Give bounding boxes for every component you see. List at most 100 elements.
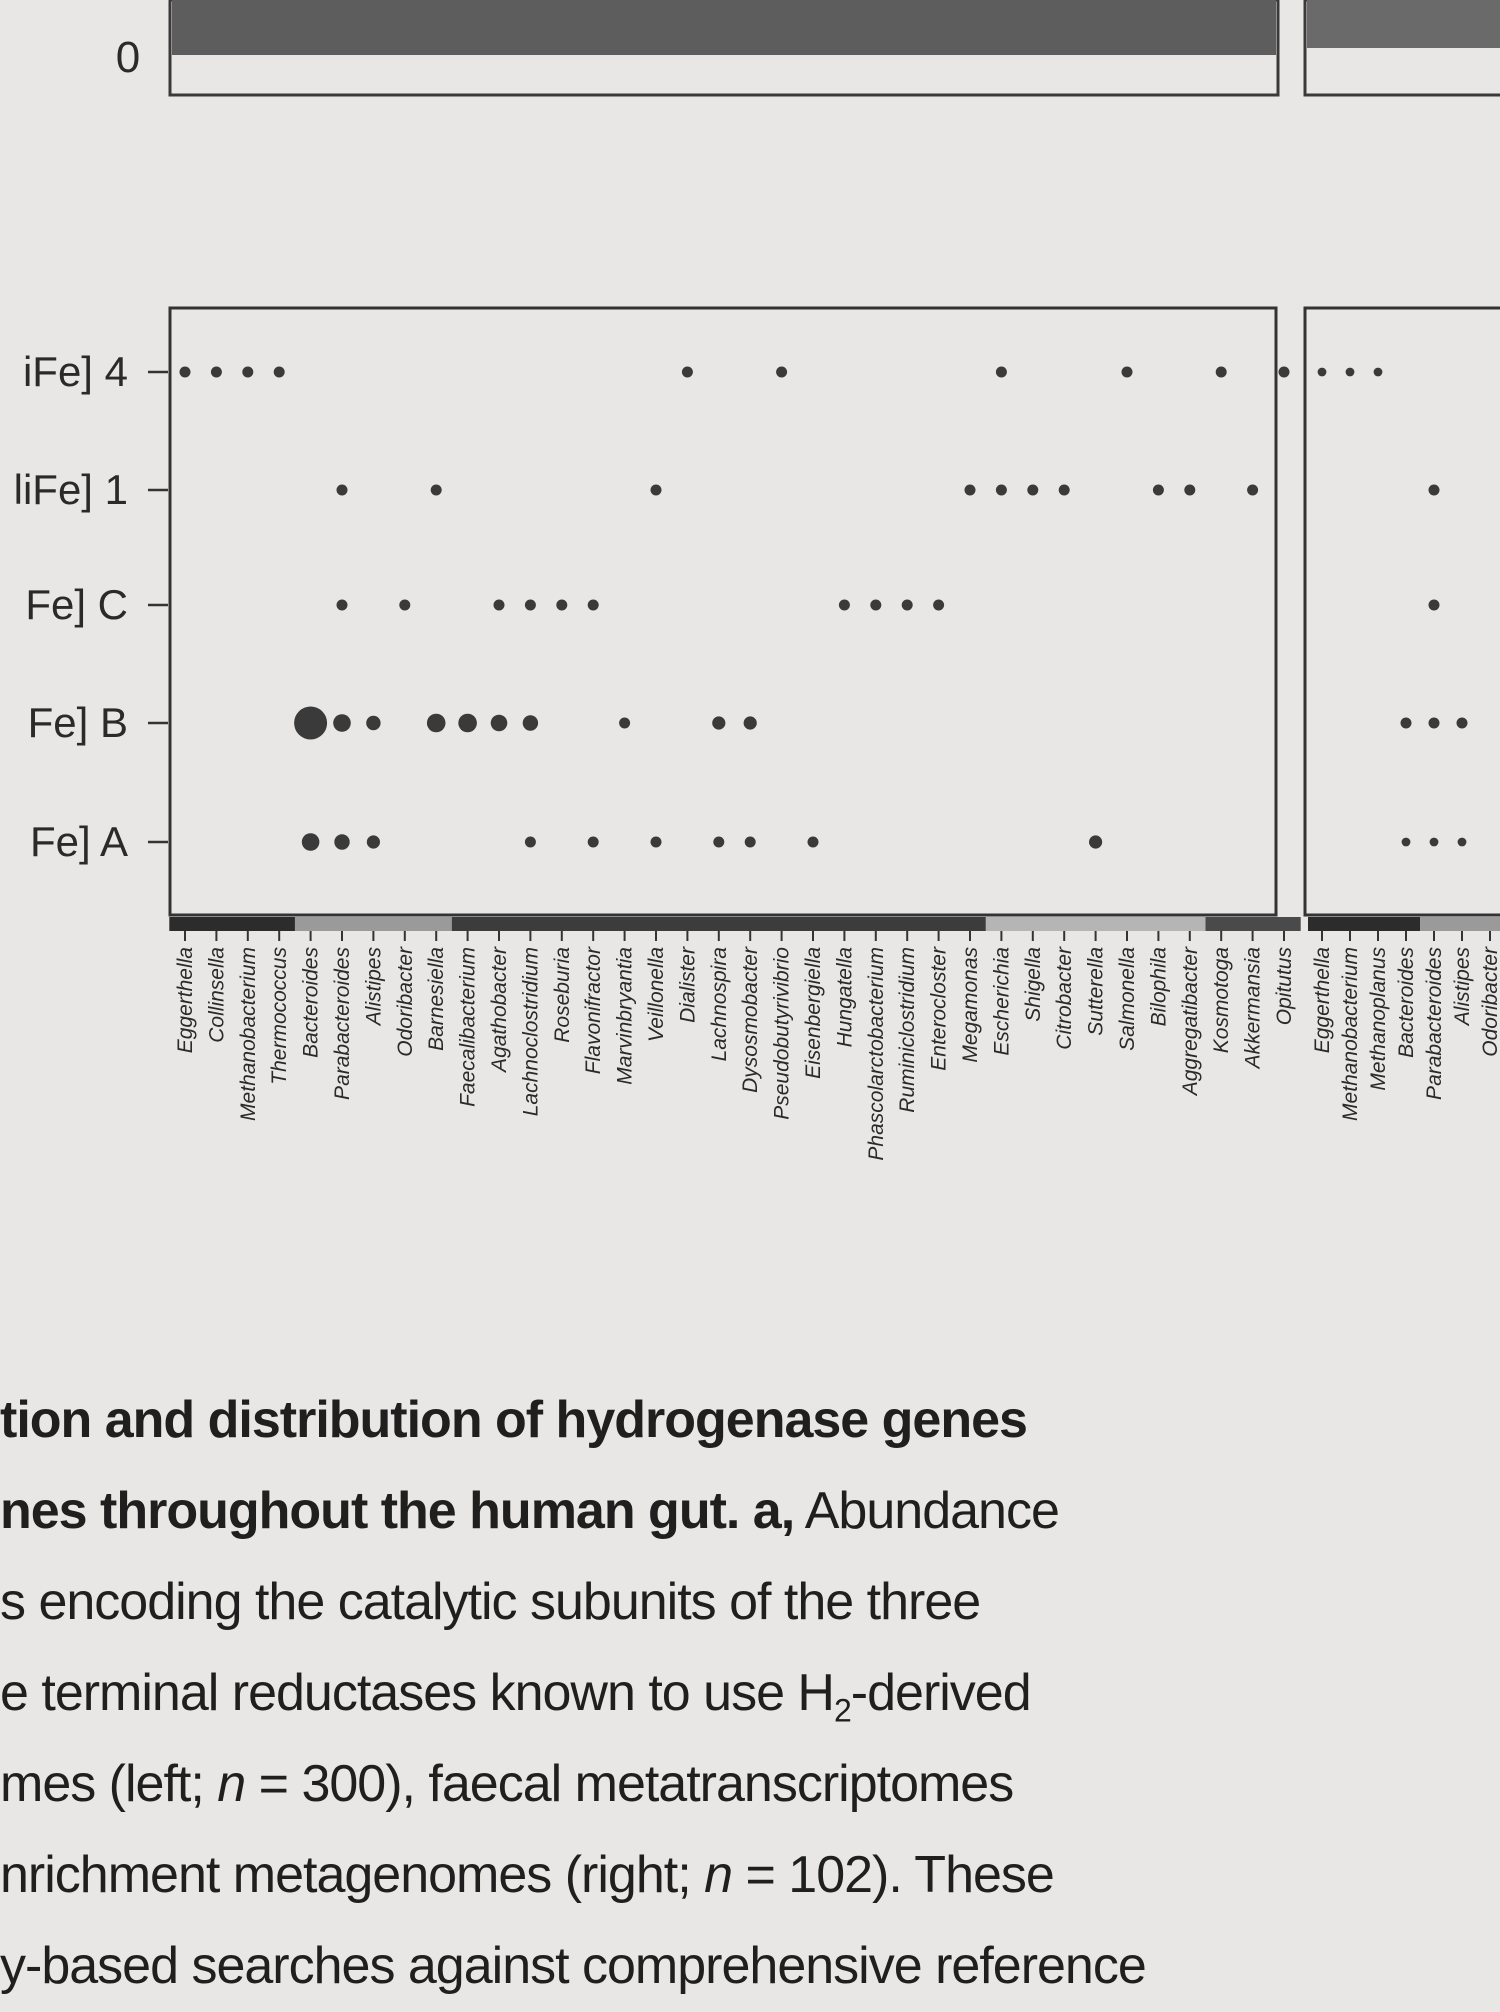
data-point xyxy=(744,836,756,848)
x-tick-label: Dysosmobacter xyxy=(739,946,762,1093)
x-tick-label: Methanobacterium xyxy=(1339,947,1362,1121)
taxonomy-strip-cell xyxy=(891,917,924,931)
data-point xyxy=(490,714,508,732)
top-panel-right-bars xyxy=(1307,0,1500,48)
data-point xyxy=(524,599,536,611)
taxonomy-strip-cell xyxy=(860,917,893,931)
taxonomy-strip-cell xyxy=(577,917,610,931)
taxonomy-strip-cell xyxy=(483,917,516,931)
top-panel-tick-label: 0 xyxy=(116,33,140,82)
top-panel: 0 xyxy=(116,0,1500,97)
x-tick-label: Sutterella xyxy=(1085,947,1108,1036)
x-tick-label: Shigella xyxy=(1022,947,1045,1022)
caption-line-3: s encoding the catalytic subunits of the… xyxy=(0,1573,981,1631)
taxonomy-strip-cell xyxy=(1364,917,1393,931)
data-point xyxy=(1456,717,1468,729)
y-tick-label: Fe] C xyxy=(25,581,128,628)
data-point xyxy=(807,836,819,848)
data-point xyxy=(210,366,222,378)
data-point xyxy=(650,836,662,848)
x-tick-label: Agathobacter xyxy=(488,946,511,1074)
data-point xyxy=(776,366,788,378)
caption-line-2: nes throughout the human gut. a, Abundan… xyxy=(0,1466,1500,1557)
taxonomy-strip-cell xyxy=(734,917,767,931)
taxonomy-strip-cell xyxy=(1308,917,1337,931)
data-point xyxy=(743,716,757,730)
taxonomy-strip-cell xyxy=(420,917,453,931)
x-tick-label: Marvinbryantia xyxy=(614,947,637,1085)
taxonomy-strip-cell xyxy=(1079,917,1113,931)
caption-line-2-rest: Abundance xyxy=(794,1482,1060,1540)
data-point xyxy=(1184,484,1196,496)
taxonomy-strip-cell xyxy=(451,917,485,931)
data-point xyxy=(1400,717,1412,729)
caption-line-4-post: -derived xyxy=(850,1664,1032,1722)
data-point xyxy=(1152,484,1164,496)
data-point xyxy=(430,484,442,496)
caption-line-5: mes (left; n = 300), faecal metatranscri… xyxy=(0,1739,1500,1830)
x-tick-label: Citrobacter xyxy=(1053,946,1076,1050)
taxonomy-strip-cell xyxy=(797,917,830,931)
taxonomy-strip-cell xyxy=(765,917,799,931)
taxonomy-strip-cell xyxy=(1142,917,1176,931)
caption-line-6-pre: nrichment metagenomes (right; xyxy=(0,1846,705,1904)
x-tick-label: Bacteroides xyxy=(1395,947,1418,1058)
taxonomy-strip-cell xyxy=(1205,917,1238,931)
data-point xyxy=(1215,366,1227,378)
taxonomy-strip-cell xyxy=(389,917,422,931)
x-tick-label: Odoribacter xyxy=(394,946,417,1057)
data-point xyxy=(995,366,1007,378)
taxonomy-strip-cell xyxy=(263,917,296,931)
figure-caption: tion and distribution of hydrogenase gen… xyxy=(0,1375,1500,2012)
data-point xyxy=(838,599,850,611)
caption-line-4-sub: 2 xyxy=(833,1692,852,1729)
data-point xyxy=(1429,837,1439,847)
x-tick-label: Megamonas xyxy=(959,947,982,1063)
x-tick-label: Hungatella xyxy=(833,947,856,1047)
x-tick-label: Bacteroides xyxy=(300,947,323,1058)
x-tick-label: Dialister xyxy=(676,946,699,1023)
panel-frame-right xyxy=(1303,306,1500,917)
data-point xyxy=(1428,599,1440,611)
data-point xyxy=(1278,366,1290,378)
data-point xyxy=(366,835,380,849)
x-tick-label: Roseburia xyxy=(551,947,574,1043)
x-tick-label: Kosmotoga xyxy=(1210,947,1233,1053)
x-tick-label: Phascolarctobacterium xyxy=(865,947,888,1161)
data-point xyxy=(713,836,725,848)
x-tick-label: Eggerthella xyxy=(174,947,197,1053)
taxonomy-strip-cell xyxy=(1174,917,1207,931)
caption-line-4-pre: e terminal reductases known to use H xyxy=(0,1664,835,1722)
taxonomy-strip-cell xyxy=(1048,917,1081,931)
data-point xyxy=(870,599,882,611)
data-point xyxy=(426,713,446,733)
caption-line-2-bold: nes throughout the human gut. a, xyxy=(0,1482,795,1540)
x-tick-label: Salmonella xyxy=(1116,947,1139,1051)
taxonomy-strip-cell xyxy=(703,917,736,931)
taxonomy-strip-cell xyxy=(1448,917,1477,931)
taxonomy-strip-cell xyxy=(640,917,673,931)
data-point xyxy=(1457,837,1467,847)
caption-line-6-n: n xyxy=(704,1846,733,1904)
data-point xyxy=(619,717,631,729)
taxonomy-strip-cell xyxy=(954,917,987,931)
x-tick-label: Methanobacterium xyxy=(237,947,260,1121)
x-tick-label: Thermococcus xyxy=(268,947,291,1085)
taxonomy-strip-cell xyxy=(985,917,1019,931)
y-tick-label: Fe] A xyxy=(30,818,128,865)
x-tick-label: Methanoplanus xyxy=(1367,947,1390,1091)
y-tick-label: liFe] 1 xyxy=(14,466,128,513)
x-tick-label: Parabacteroides xyxy=(331,947,354,1100)
taxonomy-strip-cell xyxy=(1268,917,1301,931)
data-point xyxy=(294,706,328,740)
data-point xyxy=(650,484,662,496)
data-point xyxy=(242,366,254,378)
x-tick-label: Collinsella xyxy=(205,947,228,1043)
x-tick-label: Aggregatibacter xyxy=(1179,946,1202,1097)
top-panel-left-bars xyxy=(172,0,1276,55)
data-point xyxy=(1121,366,1133,378)
x-tick-label: Lachnospira xyxy=(708,947,731,1061)
taxonomy-strip-cell xyxy=(1420,917,1449,931)
taxonomy-strip-cell xyxy=(169,917,202,931)
x-tick-label: Flavonifractor xyxy=(582,946,605,1074)
